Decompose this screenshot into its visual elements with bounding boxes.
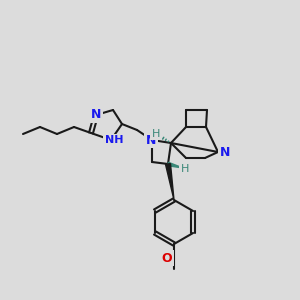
Text: O: O [162, 251, 172, 265]
Polygon shape [167, 162, 183, 168]
Text: NH: NH [105, 135, 123, 145]
Text: N: N [220, 146, 230, 158]
Text: H: H [152, 129, 160, 139]
Polygon shape [166, 164, 174, 200]
Text: H: H [181, 164, 189, 174]
Text: N: N [91, 109, 101, 122]
Text: N: N [146, 134, 156, 146]
